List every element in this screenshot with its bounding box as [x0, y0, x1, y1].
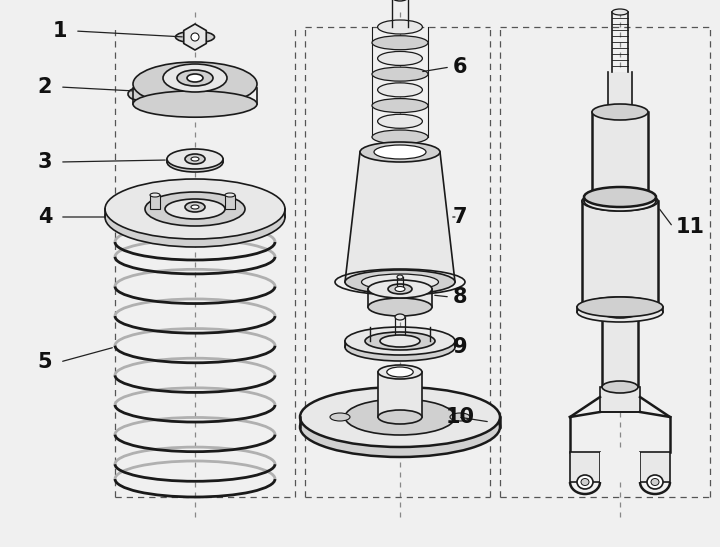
- Text: 11: 11: [675, 217, 704, 237]
- Text: 8: 8: [453, 287, 467, 307]
- Ellipse shape: [372, 130, 428, 144]
- Ellipse shape: [392, 0, 408, 1]
- Ellipse shape: [581, 479, 589, 486]
- Ellipse shape: [380, 335, 420, 347]
- Ellipse shape: [187, 74, 203, 82]
- Ellipse shape: [191, 157, 199, 161]
- Bar: [640, 452, 670, 482]
- Ellipse shape: [602, 381, 638, 393]
- Ellipse shape: [185, 202, 205, 212]
- Bar: [150, 195, 160, 209]
- Ellipse shape: [584, 187, 656, 207]
- Ellipse shape: [368, 280, 432, 298]
- Bar: [582, 201, 658, 307]
- Text: 10: 10: [446, 407, 474, 427]
- Ellipse shape: [361, 274, 438, 290]
- Bar: [600, 387, 640, 412]
- Text: 1: 1: [53, 21, 67, 41]
- Ellipse shape: [105, 187, 285, 247]
- Ellipse shape: [378, 410, 422, 424]
- Ellipse shape: [651, 479, 659, 486]
- Ellipse shape: [592, 104, 648, 120]
- Bar: [570, 452, 600, 482]
- Ellipse shape: [647, 475, 663, 489]
- Ellipse shape: [191, 205, 199, 209]
- Text: 2: 2: [37, 77, 53, 97]
- Ellipse shape: [584, 191, 656, 211]
- Ellipse shape: [582, 297, 658, 317]
- Ellipse shape: [592, 189, 648, 205]
- Polygon shape: [184, 24, 206, 50]
- Bar: [602, 312, 638, 387]
- Ellipse shape: [365, 332, 435, 350]
- Ellipse shape: [345, 327, 455, 355]
- Ellipse shape: [612, 9, 628, 15]
- Bar: [378, 372, 422, 417]
- Ellipse shape: [300, 397, 500, 457]
- Ellipse shape: [145, 192, 245, 226]
- Bar: [368, 289, 432, 307]
- Ellipse shape: [150, 193, 160, 197]
- Ellipse shape: [377, 83, 423, 97]
- Ellipse shape: [133, 91, 257, 117]
- Ellipse shape: [577, 302, 663, 322]
- Ellipse shape: [225, 193, 235, 197]
- Ellipse shape: [165, 199, 225, 219]
- Ellipse shape: [368, 298, 432, 316]
- Text: 6: 6: [453, 57, 467, 77]
- Ellipse shape: [360, 142, 440, 162]
- Ellipse shape: [577, 297, 663, 317]
- Ellipse shape: [397, 275, 403, 279]
- Ellipse shape: [450, 413, 470, 421]
- Ellipse shape: [176, 31, 215, 43]
- Bar: [600, 452, 640, 482]
- Ellipse shape: [395, 314, 405, 320]
- Ellipse shape: [177, 70, 213, 86]
- Ellipse shape: [300, 387, 500, 447]
- Ellipse shape: [167, 152, 223, 172]
- Ellipse shape: [133, 62, 257, 106]
- Bar: [608, 72, 632, 112]
- Text: 3: 3: [37, 152, 53, 172]
- Ellipse shape: [167, 149, 223, 169]
- Text: 7: 7: [453, 207, 467, 227]
- Ellipse shape: [602, 306, 638, 318]
- Text: 9: 9: [453, 337, 467, 357]
- Ellipse shape: [577, 475, 593, 489]
- Text: 5: 5: [37, 352, 53, 372]
- Ellipse shape: [377, 51, 423, 66]
- Ellipse shape: [377, 20, 423, 34]
- Ellipse shape: [128, 88, 148, 100]
- Ellipse shape: [372, 67, 428, 81]
- Ellipse shape: [582, 191, 658, 211]
- Ellipse shape: [395, 287, 405, 292]
- Bar: [592, 112, 648, 197]
- Ellipse shape: [372, 36, 428, 50]
- Text: 4: 4: [37, 207, 53, 227]
- Ellipse shape: [374, 145, 426, 159]
- Ellipse shape: [372, 98, 428, 113]
- Ellipse shape: [377, 114, 423, 129]
- Ellipse shape: [378, 365, 422, 379]
- Ellipse shape: [105, 179, 285, 239]
- Bar: [225, 195, 235, 209]
- Ellipse shape: [387, 367, 413, 377]
- Ellipse shape: [345, 333, 455, 361]
- Ellipse shape: [388, 284, 412, 294]
- Ellipse shape: [191, 33, 199, 41]
- Ellipse shape: [185, 154, 205, 164]
- Ellipse shape: [345, 399, 455, 435]
- Ellipse shape: [163, 64, 227, 92]
- Ellipse shape: [345, 270, 455, 294]
- Polygon shape: [345, 152, 455, 282]
- Ellipse shape: [330, 413, 350, 421]
